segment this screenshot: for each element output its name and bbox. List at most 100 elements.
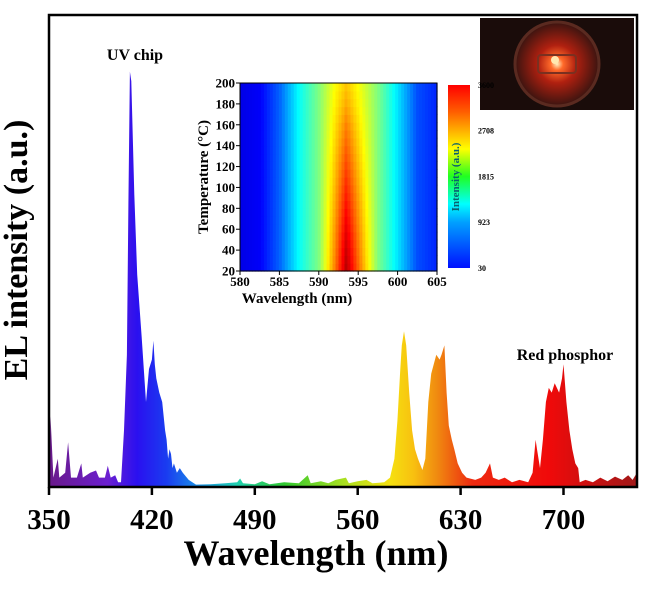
heatmap-cell <box>362 255 366 264</box>
heatmap-cell <box>365 231 369 241</box>
heatmap-cell <box>257 130 262 139</box>
heatmap-cell <box>266 114 271 123</box>
heatmap-cell <box>305 231 310 241</box>
heatmap-cell <box>416 208 420 217</box>
heatmap-cell <box>254 263 259 272</box>
heatmap-cell <box>419 239 423 249</box>
heatmap-cell <box>431 184 435 194</box>
heatmap-cell <box>347 208 352 217</box>
heatmap-cell <box>320 231 325 241</box>
heatmap-cell <box>266 192 271 202</box>
heatmap-cell <box>329 137 334 147</box>
heatmap-cell <box>395 263 399 272</box>
heatmap-cell <box>377 192 381 202</box>
heatmap-cell <box>323 231 328 241</box>
heatmap-cell <box>305 255 310 264</box>
heatmap-cell <box>308 83 313 92</box>
heatmap-cell <box>431 255 435 264</box>
heatmap-cell <box>425 106 429 115</box>
heatmap-cell <box>263 192 268 202</box>
heatmap-cell <box>419 90 423 100</box>
heatmap-cell <box>242 200 247 209</box>
heatmap-cell <box>329 208 334 217</box>
heatmap-cell <box>416 114 420 123</box>
heatmap-cell <box>413 231 417 241</box>
heatmap-cell <box>422 106 426 115</box>
heatmap-cell <box>260 231 265 241</box>
heatmap-cell <box>395 90 399 100</box>
heatmap-cell <box>263 106 268 115</box>
heatmap-cell <box>287 114 292 123</box>
heatmap-cell <box>350 224 355 233</box>
heatmap-cell <box>287 231 292 241</box>
heatmap-cell <box>248 137 253 147</box>
heatmap-cell <box>329 145 334 155</box>
heatmap-cell <box>374 106 378 115</box>
heatmap-cell <box>332 83 337 92</box>
heatmap-cell <box>368 122 372 131</box>
heatmap-cell <box>248 83 253 92</box>
heatmap-cell <box>380 255 384 264</box>
heatmap-cell <box>353 177 357 186</box>
heatmap-cell <box>314 137 319 147</box>
heatmap-cell <box>389 114 393 123</box>
heatmap-cell <box>308 90 313 100</box>
heatmap-cell <box>398 83 402 92</box>
heatmap-cell <box>311 90 316 100</box>
heatmap-cell <box>317 216 322 225</box>
heatmap-cell <box>296 137 301 147</box>
heatmap-cell <box>251 90 256 100</box>
heatmap-cell <box>308 114 313 123</box>
heatmap-cell <box>299 145 304 155</box>
heatmap-cell <box>356 169 360 178</box>
heatmap-cell <box>359 83 363 92</box>
heatmap-cell <box>380 98 384 108</box>
heatmap-cell <box>395 231 399 241</box>
heatmap-cell <box>356 130 360 139</box>
heatmap-cell <box>272 200 277 209</box>
heatmap-cell <box>329 231 334 241</box>
heatmap-cell <box>431 122 435 131</box>
heatmap-cell <box>308 130 313 139</box>
heatmap-cell <box>311 153 316 162</box>
heatmap-cell <box>302 83 307 92</box>
heatmap-cell <box>344 255 349 264</box>
heatmap-cell <box>308 200 313 209</box>
heatmap-cell <box>404 208 408 217</box>
heatmap-cell <box>389 83 393 92</box>
heatmap-cell <box>254 83 259 92</box>
heatmap-cell <box>368 263 372 272</box>
heatmap-cell <box>368 247 372 256</box>
heatmap-cell <box>326 153 331 162</box>
heatmap-cell <box>311 263 316 272</box>
heatmap-cell <box>410 90 414 100</box>
heatmap-cell <box>362 122 366 131</box>
heatmap-cell <box>284 137 289 147</box>
heatmap-cell <box>248 161 253 170</box>
heatmap-cell <box>335 161 340 170</box>
heatmap-cell <box>281 90 286 100</box>
heatmap-cell <box>416 192 420 202</box>
heatmap-cell <box>356 98 360 108</box>
heatmap-cell <box>290 106 295 115</box>
heatmap-cell <box>299 239 304 249</box>
heatmap-cell <box>377 255 381 264</box>
heatmap-cell <box>314 192 319 202</box>
heatmap-cell <box>344 200 349 209</box>
heatmap-cell <box>401 224 405 233</box>
heatmap-cell <box>389 90 393 100</box>
heatmap-cell <box>275 122 280 131</box>
heatmap-cell <box>240 106 244 115</box>
inset-y-tick-label: 100 <box>216 180 236 195</box>
heatmap-cell <box>371 145 375 155</box>
heatmap-cell <box>320 114 325 123</box>
heatmap-cell <box>347 239 352 249</box>
colorbar-tick-label: 923 <box>478 218 490 227</box>
heatmap-cell <box>338 130 343 139</box>
heatmap-cell <box>281 224 286 233</box>
heatmap-cell <box>299 263 304 272</box>
heatmap-cell <box>335 239 340 249</box>
heatmap-cell <box>317 239 322 249</box>
inset-x-tick-label: 600 <box>388 274 408 289</box>
